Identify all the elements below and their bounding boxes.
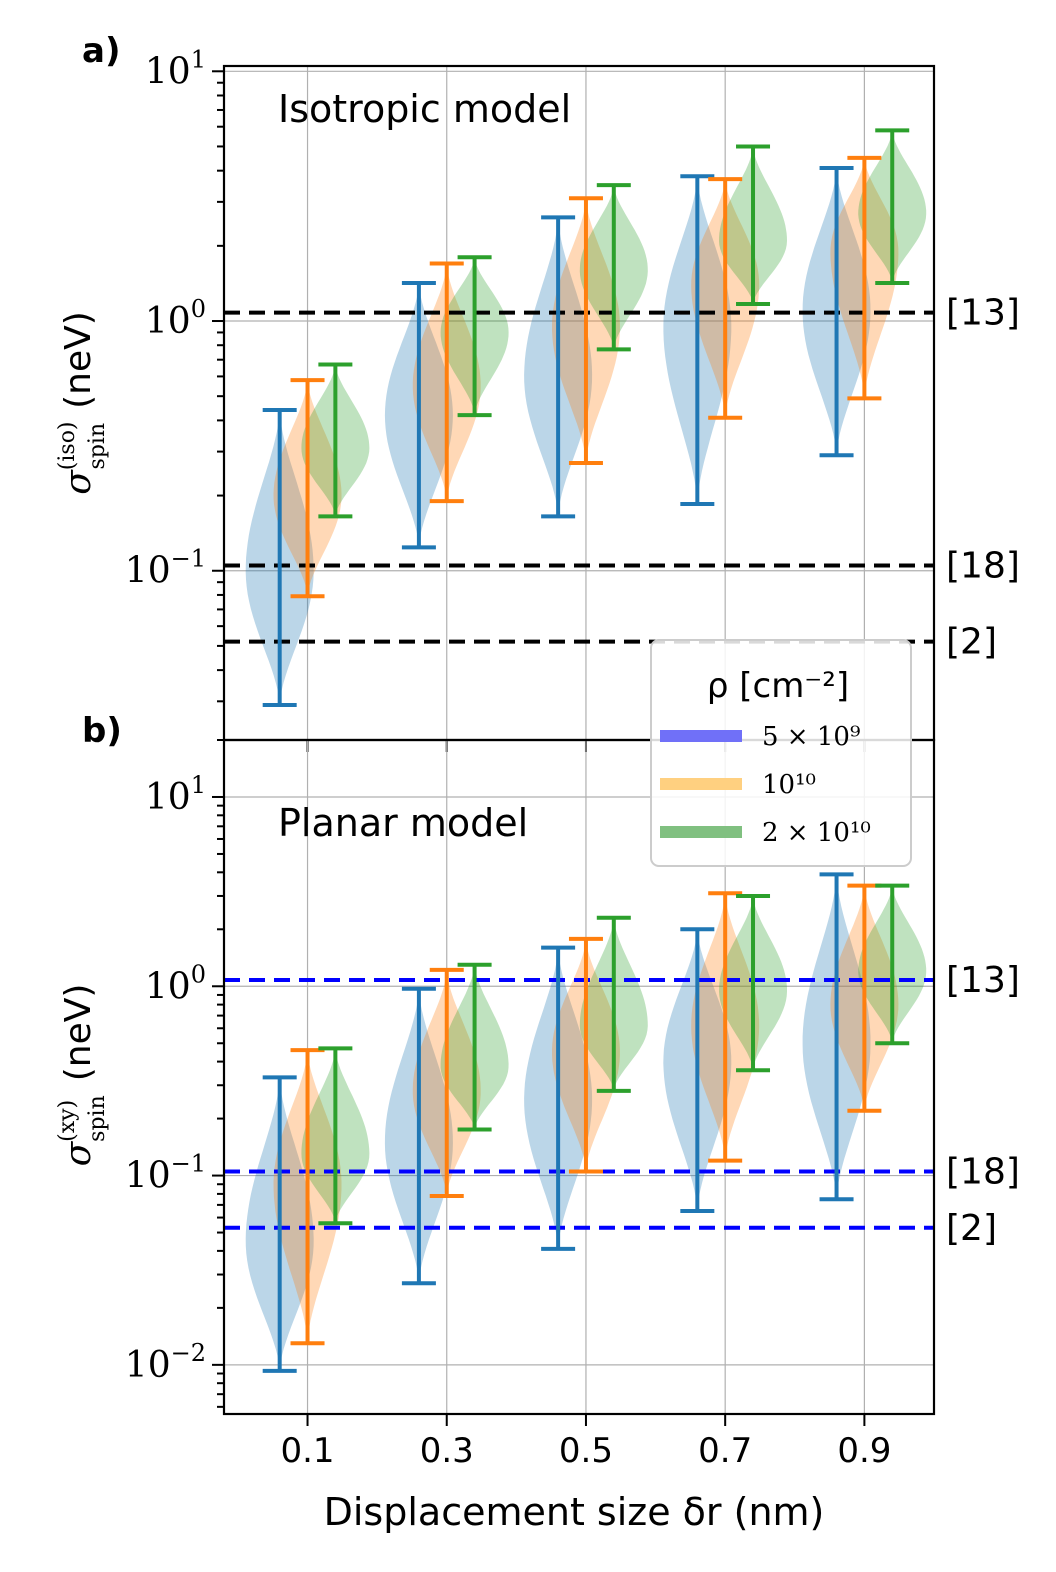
ylabel-b-sup: (xy) [55, 1100, 80, 1142]
ylabel-a: σ(iso) spin (neV) [55, 311, 110, 495]
ylabel-b-symbol: σ [58, 1140, 99, 1166]
ylabel-a-unit: (neV) [58, 311, 99, 409]
reference-label: [18] [946, 1152, 1020, 1193]
panel-label-b: b) [82, 711, 122, 751]
ylabel-b-text: σ(xy) spin (neV) [55, 984, 110, 1167]
xtick-label: 0.5 [559, 1431, 613, 1471]
reference-label: [2] [946, 622, 997, 663]
reference-label: [13] [946, 960, 1020, 1001]
legend-label: 2 × 10¹⁰ [762, 818, 871, 848]
ylabel-b: σ(xy) spin (neV) [55, 984, 110, 1167]
panel-label-a: a) [82, 31, 120, 71]
legend-title: ρ [cm⁻²] [707, 666, 849, 706]
reference-label: [2] [946, 1208, 997, 1249]
reference-label: [18] [946, 545, 1020, 586]
legend: ρ [cm⁻²] 5 × 10⁹ 10¹⁰ 2 × 10¹⁰ [650, 639, 912, 867]
xtick-label: 0.7 [698, 1431, 752, 1471]
xtick-label: 0.3 [420, 1431, 474, 1471]
ytick-label: 101 [145, 45, 206, 92]
ylabel-a-text: σ(iso) spin (neV) [55, 311, 110, 495]
panel-a: [13] [18] [2] 10−1 100 101 a) Isotropic mode… [55, 31, 1020, 752]
xtick-labels: 0.1 0.3 0.5 0.7 0.9 [280, 1431, 891, 1471]
xticks-b [306, 1414, 866, 1426]
legend-label: 10¹⁰ [762, 770, 816, 800]
ytick-label: 101 [145, 771, 206, 818]
ylabel-a-sup: (iso) [55, 421, 80, 470]
legend-box [650, 639, 912, 867]
panel-title-a: Isotropic model [278, 87, 571, 131]
ytick-label: 10−1 [125, 1150, 206, 1197]
ytick-label: 100 [145, 295, 206, 342]
reference-lines-a: [13] [18] [2] [224, 293, 1020, 663]
x-axis-label: Displacement size δr (nm) [324, 1490, 825, 1534]
ytick-label: 10−1 [125, 545, 206, 592]
axes-frame-b [222, 738, 936, 1416]
yticks-a: 10−1 100 101 [125, 45, 224, 703]
panel-b: [13] [18] [2] 10−2 10−1 100 101 b) Planar mod… [55, 711, 1020, 1426]
errorbars-a [262, 128, 910, 707]
ylabel-a-sub: spin [85, 423, 110, 470]
ylabel-b-sub: spin [85, 1095, 110, 1142]
ytick-label: 100 [145, 960, 206, 1007]
reference-label: [13] [946, 293, 1020, 334]
xtick-label: 0.1 [280, 1431, 334, 1471]
yticks-b: 10−2 10−1 100 101 [125, 739, 224, 1408]
legend-label: 5 × 10⁹ [762, 722, 860, 752]
legend-entries: 5 × 10⁹ 10¹⁰ 2 × 10¹⁰ [660, 722, 871, 848]
xtick-label: 0.9 [837, 1431, 891, 1471]
errorbars-b [262, 872, 910, 1373]
ylabel-a-symbol: σ [58, 469, 99, 495]
panel-title-b: Planar model [278, 801, 528, 845]
ytick-label: 10−2 [125, 1339, 206, 1386]
ylabel-b-unit: (neV) [58, 984, 99, 1082]
